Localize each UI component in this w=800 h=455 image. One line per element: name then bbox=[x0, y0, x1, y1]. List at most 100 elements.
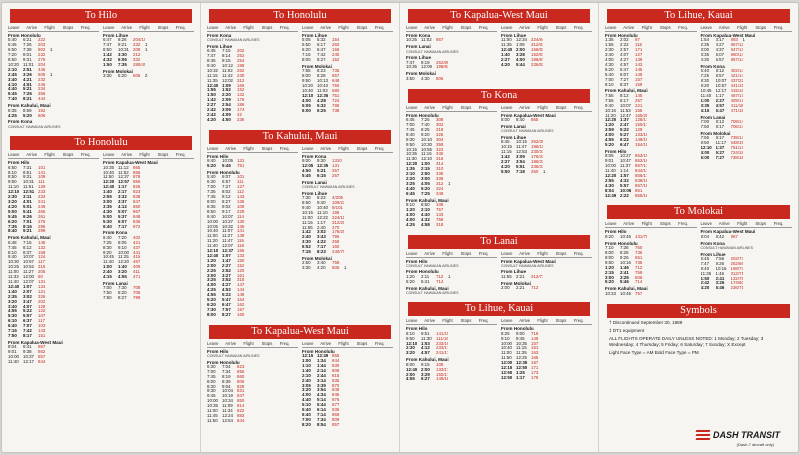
arrive-time: 6:47 bbox=[317, 48, 326, 53]
section-columns: Leave Arrive Flight Stops Freq. From Hilo 6:50… bbox=[8, 152, 194, 366]
flight-number: 648 bbox=[332, 79, 340, 84]
origin-title: From Lihue bbox=[501, 134, 527, 140]
leave-time: 8:10 bbox=[605, 82, 614, 87]
dash-transit-logo: DASH TRANSIT bbox=[695, 430, 780, 440]
flight-row: 1:20 1:47 150 bbox=[207, 259, 298, 264]
stops: 1 bbox=[448, 274, 451, 279]
arrive-time: 10:45 bbox=[620, 291, 631, 296]
flight-row: 10:35 11:12 865 bbox=[103, 166, 194, 171]
arrive-time: 10:16 bbox=[715, 266, 727, 271]
flight-row: 4:20 5:01 249 bbox=[8, 205, 99, 210]
flight-row: 6:30 6:57 111 bbox=[207, 180, 298, 185]
flight-row: 7:00 7:40 302 bbox=[406, 123, 497, 128]
arrive-time: 2:11 bbox=[421, 274, 430, 279]
section-title: To Kona bbox=[408, 88, 590, 103]
leave-time: 5:45 bbox=[8, 214, 17, 219]
flight-row: 12:10 12:35 751 bbox=[302, 94, 393, 99]
arrive-time: 4:27 bbox=[715, 43, 725, 48]
leave-time: 4:55 bbox=[406, 377, 415, 382]
flight-row: 5:20 5:47 145 bbox=[605, 68, 697, 73]
flight-row: 10:05 10:32 136 bbox=[207, 225, 298, 230]
flight-row: 1:55 1:52 152 bbox=[207, 88, 298, 93]
arrive-time: 2:52 bbox=[222, 268, 231, 273]
stops bbox=[647, 292, 654, 297]
leave-time: 1:40 bbox=[501, 53, 510, 58]
flight-row: 4:00 4:40 133 bbox=[406, 213, 497, 218]
schedule-column: Leave Arrive Flight Stops Freq. From Hilo 6:50… bbox=[8, 152, 99, 366]
leave-time: 10:15 bbox=[406, 147, 417, 152]
leave-time: 11:30 bbox=[406, 157, 417, 162]
leave-time: 3:50 bbox=[406, 76, 415, 81]
flight-number: 236/836 bbox=[531, 62, 543, 67]
flight-row: 1:42 3:30 212 bbox=[103, 53, 194, 58]
arrive-time: 12:09 bbox=[421, 65, 432, 70]
arrive-time: 9:10 bbox=[118, 245, 127, 250]
arrive-time: 3:09 bbox=[222, 108, 231, 113]
flight-row: 6:45 7:15 202 bbox=[207, 49, 298, 54]
leave-time: 12:15 bbox=[302, 354, 314, 359]
flight-row: 7:00 7:34 856 bbox=[207, 370, 298, 375]
origin-title: From Kahului, Maui bbox=[406, 197, 449, 203]
flight-number: 316 bbox=[436, 157, 444, 162]
column-header-label: Freq. bbox=[573, 318, 584, 324]
flight-row: 11:45 12:24 883 bbox=[207, 414, 298, 419]
leave-time: 7:45 bbox=[207, 374, 216, 379]
arrive-time: 8:23 bbox=[317, 196, 326, 201]
stops: 1 bbox=[145, 43, 148, 48]
arrive-time: 10:27 bbox=[620, 154, 631, 159]
flight-number: 358 bbox=[436, 142, 444, 147]
flight-number: 867 bbox=[730, 234, 738, 239]
flight-row: 4:15 4:55 471 bbox=[103, 275, 194, 280]
flight-number: 166 bbox=[332, 48, 340, 53]
flight-number: 760 bbox=[635, 246, 643, 251]
flight-number: 252/855 bbox=[436, 60, 448, 65]
flight-row: 3:40 4:07 127 bbox=[605, 53, 697, 58]
flight-number: 233 bbox=[38, 195, 46, 200]
origin-group: From Lanai 7:00 7:30 708 7:50 8:20 706 7:50 8:27… bbox=[103, 281, 194, 301]
flight-number: 204/152 bbox=[133, 38, 145, 43]
frequency bbox=[256, 118, 262, 123]
origin-group: From Hilo 9:40 10:05 131 5:20 5:45 751 bbox=[207, 154, 298, 169]
arrive-time: 5:51 bbox=[516, 164, 525, 169]
flight-number: 857 bbox=[38, 355, 46, 360]
flight-row: 8:50 9:31 109 bbox=[8, 175, 99, 180]
flight-number: 856 bbox=[133, 180, 141, 185]
origin-group: From Molokai 2:50 3:40 758 3:30 4:20 606 1 bbox=[302, 256, 393, 271]
leave-time: 9:50 bbox=[406, 336, 415, 341]
arrive-time: 8:26 bbox=[118, 38, 127, 43]
stops bbox=[145, 225, 152, 230]
leave-time: 1:40 bbox=[103, 190, 112, 195]
flight-row: 5:05 5:32 786 bbox=[302, 104, 393, 109]
arrive-time: 5:20 bbox=[23, 113, 32, 118]
column-header-label: Stops bbox=[356, 25, 368, 30]
origin-note: CONSULT HAWAIIAN AIRLINES bbox=[406, 290, 459, 295]
leave-time: 4:00 bbox=[207, 283, 216, 288]
arrive-time: 7:27 bbox=[620, 77, 629, 82]
flight-number: 131 bbox=[332, 164, 340, 169]
leave-time: 10:20 bbox=[302, 84, 313, 89]
leave-time: 5:20 bbox=[406, 279, 415, 284]
leave-time: 3:35 bbox=[700, 103, 710, 108]
frequency bbox=[455, 38, 461, 43]
arrive-time: 10:31 bbox=[23, 180, 34, 185]
frequency bbox=[455, 65, 461, 70]
arrive-time: 9:38 bbox=[23, 350, 32, 355]
flight-row: 3:00 3:27 161 bbox=[207, 274, 298, 279]
frequency bbox=[57, 97, 63, 102]
column-header-label: Leave bbox=[501, 250, 513, 256]
arrive-time: 8:21 bbox=[23, 97, 32, 102]
flight-number: 467 bbox=[133, 260, 141, 265]
leave-time: 6:40 bbox=[103, 224, 112, 229]
leave-time: 11:00 bbox=[207, 409, 218, 414]
flight-row: 4:00 4:34 845 bbox=[302, 393, 393, 398]
flight-number: 606 bbox=[38, 113, 46, 118]
flight-row: 2:00 2:27 152 bbox=[207, 264, 298, 269]
arrive-time: 2:44 bbox=[317, 373, 326, 378]
section-columns: Leave Arrive Flight Stops Freq. From Hilo 8:10… bbox=[406, 318, 592, 383]
